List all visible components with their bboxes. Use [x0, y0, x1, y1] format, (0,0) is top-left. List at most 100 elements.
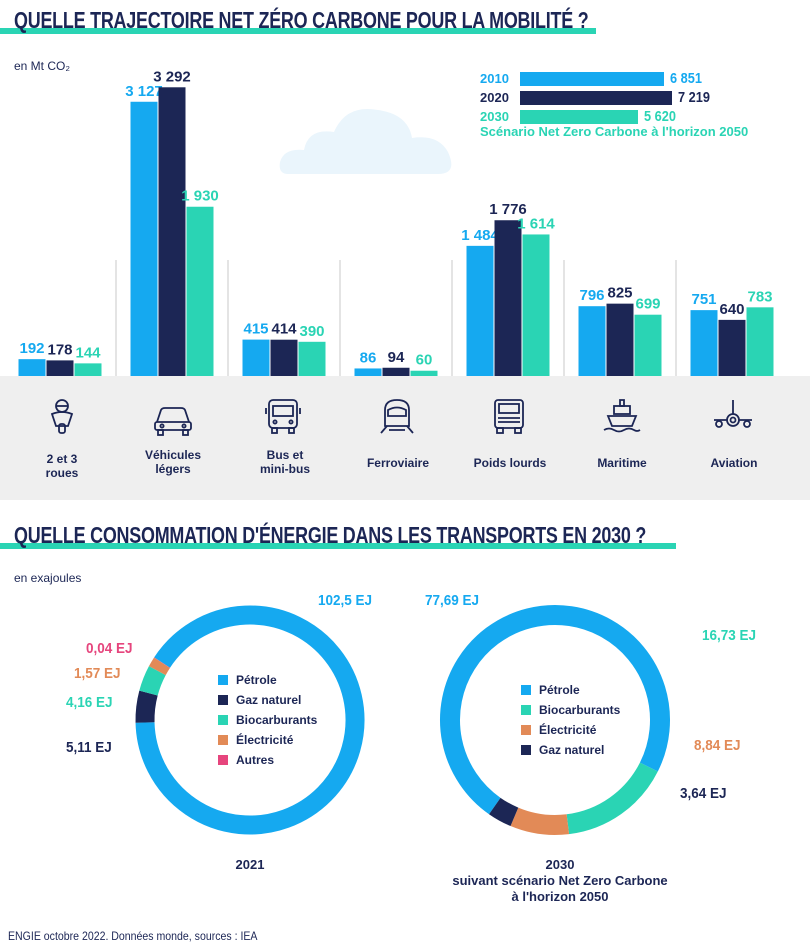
bar-2010 [242, 339, 270, 376]
section2-title: QUELLE CONSOMMATION D'ÉNERGIE DANS LES T… [14, 522, 647, 548]
legend-value: 7 219 [678, 89, 710, 106]
bar-2030 [410, 370, 438, 376]
bus-icon [265, 399, 301, 434]
donut-2021-slice [139, 666, 166, 696]
category-band [0, 376, 810, 500]
legend-row-2020: 2020 7 219 [480, 89, 716, 106]
bar-2010 [578, 306, 606, 376]
bar-2020 [270, 339, 298, 376]
bar-2010 [690, 310, 718, 376]
legend-row-2030: 2030 5 620 [480, 108, 682, 125]
title-underline [0, 543, 676, 549]
ship-icon [603, 399, 641, 433]
category-label: Véhicules légers [144, 448, 202, 476]
legend-value: 6 851 [670, 70, 702, 87]
donut-value: 5,11 EJ [66, 739, 112, 756]
bar-value-label: 699 [635, 296, 660, 313]
bar-2030 [74, 363, 102, 376]
bar-2010 [18, 359, 46, 376]
unit-label: en exajoules [14, 571, 82, 585]
legend-value: 5 620 [644, 108, 676, 125]
bar-2030 [634, 314, 662, 376]
bar-2030 [522, 234, 550, 376]
bar-value-label: 783 [747, 288, 772, 305]
scooter-icon [50, 399, 74, 434]
donut-value: 102,5 EJ [318, 592, 373, 609]
donut-value: 0,04 EJ [86, 640, 133, 657]
bar-value-label: 825 [607, 285, 632, 302]
bar-value-label: 178 [47, 341, 72, 358]
donut-value: 4,16 EJ [66, 694, 113, 711]
legend-year: 2010 [480, 71, 509, 86]
donut-2030-slice [489, 797, 519, 827]
title-underline [0, 28, 596, 34]
bar-2030 [746, 307, 774, 376]
donut-value: 1,57 EJ [74, 665, 121, 682]
category-label: 2 et 3 roues [45, 452, 79, 480]
donut-2021-slice [135, 605, 365, 835]
donut-caption-2030: 2030 suivant scénario Net Zero Carbone à… [452, 857, 668, 904]
plane-icon [714, 400, 752, 428]
section1-title: QUELLE TRAJECTOIRE NET ZÉRO CARBONE POUR… [14, 7, 589, 33]
donut-value: 77,69 EJ [425, 592, 480, 609]
donut-value: 3,64 EJ [680, 785, 727, 802]
bar-value-label: 1 930 [181, 188, 219, 205]
bar-value-label: 1 484 [461, 227, 499, 244]
donut-value: 16,73 EJ [702, 627, 757, 644]
cloud-decoration [279, 108, 452, 174]
bar-value-label: 3 127 [125, 83, 163, 100]
bar-value-label: 1 614 [517, 215, 555, 232]
donut-caption-2021: 2021 [235, 857, 265, 872]
bar-value-label: 192 [19, 340, 44, 357]
scenario-note: Scénario Net Zero Carbone à l'horizon 20… [480, 124, 749, 139]
category-label: Poids lourds [473, 456, 547, 470]
unit-label: en Mt CO₂ [14, 59, 71, 73]
bar-value-label: 1 776 [489, 201, 527, 218]
bar-2020 [606, 303, 634, 376]
bar-value-label: 640 [719, 301, 744, 318]
bar-value-label: 144 [75, 344, 101, 361]
bar-2010 [130, 101, 158, 377]
source-note: ENGIE octobre 2022. Données monde, sourc… [8, 929, 258, 943]
bar-2020 [46, 360, 74, 376]
donut-2030-slice [440, 605, 670, 815]
donut-charts [135, 605, 670, 835]
legend-bar [520, 90, 672, 105]
bar-value-label: 390 [299, 323, 324, 340]
bar-2020 [158, 87, 186, 377]
car-icon [154, 407, 192, 436]
bar-2010 [466, 245, 494, 376]
bar-2010 [354, 368, 382, 376]
bar-2020 [718, 319, 746, 376]
bar-2030 [298, 341, 326, 376]
train-icon [380, 399, 414, 434]
legend-row-2010: 2010 6 851 [480, 70, 708, 87]
donut-2030-slice [566, 762, 658, 835]
legend-bar [520, 71, 664, 86]
truck-icon [494, 399, 524, 434]
donut-2030-slice [510, 807, 570, 835]
bar-value-label: 414 [271, 321, 297, 338]
bar-value-label: 3 292 [153, 68, 191, 85]
category-label: Bus et mini-bus [260, 448, 310, 476]
bar-value-label: 751 [691, 291, 716, 308]
category-label: Aviation [710, 456, 758, 470]
donut-legend-2021: Pétrole Gaz naturel Biocarburants Électr… [218, 670, 317, 770]
bar-value-label: 94 [388, 349, 405, 366]
category-label: Ferroviaire [366, 456, 430, 470]
bar-value-label: 60 [416, 352, 433, 369]
donut-legend-2030: Pétrole Biocarburants Électricité Gaz na… [521, 680, 620, 760]
donut-2021-slice [148, 657, 170, 676]
bar-value-label: 415 [243, 321, 268, 338]
donut-value: 8,84 EJ [694, 737, 741, 754]
bar-2020 [494, 220, 522, 376]
bar-value-label: 796 [579, 287, 604, 304]
bar-2030 [186, 206, 214, 376]
legend-year: 2020 [480, 90, 509, 105]
category-label: Maritime [597, 456, 647, 470]
bar-2020 [382, 367, 410, 376]
legend-bar [520, 109, 638, 124]
donut-2021-slice [135, 690, 158, 723]
legend-year: 2030 [480, 109, 509, 124]
